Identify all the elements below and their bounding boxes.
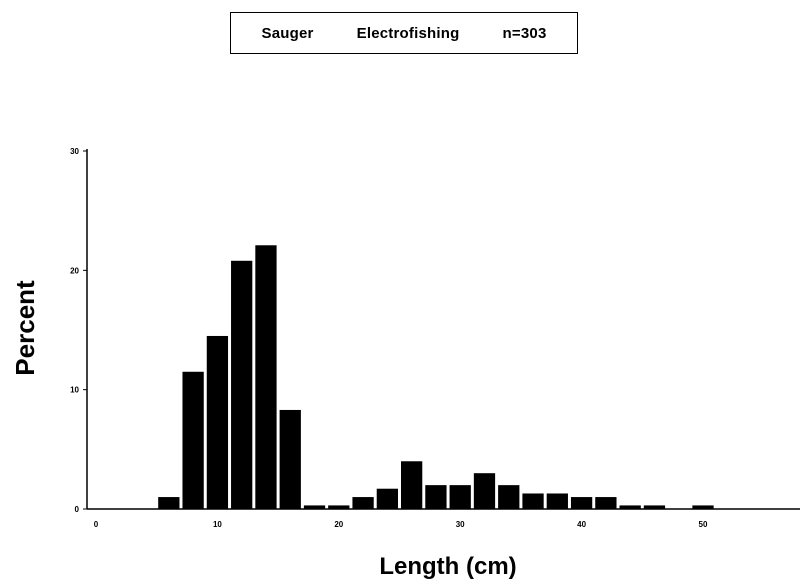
histogram-bar — [570, 497, 593, 509]
histogram-bar — [303, 505, 326, 509]
x-tick-label: 50 — [699, 520, 708, 529]
x-axis-label: Length (cm) — [379, 553, 516, 580]
x-tick-label: 40 — [577, 520, 586, 529]
histogram-bar — [206, 335, 229, 509]
histogram-bar — [643, 505, 666, 509]
x-tick-label: 0 — [94, 520, 99, 529]
y-tick-label: 20 — [70, 266, 79, 275]
histogram-bar — [352, 497, 374, 509]
histogram-bar — [498, 485, 520, 509]
histogram-bar — [546, 493, 568, 509]
histogram-bar — [595, 497, 617, 509]
y-tick-label: 30 — [70, 147, 79, 156]
y-axis-label: Percent — [10, 280, 40, 376]
x-tick-label: 30 — [456, 520, 465, 529]
histogram-bar — [158, 497, 180, 509]
histogram-bar — [255, 245, 277, 510]
histogram-bar — [692, 505, 714, 509]
x-tick-label: 20 — [334, 520, 343, 529]
histogram-bar — [401, 461, 423, 509]
histogram-bar — [376, 488, 398, 509]
y-ticks-group: 0 10 20 30 — [70, 147, 87, 514]
y-tick-label: 0 — [75, 505, 80, 514]
histogram-bar — [182, 371, 204, 509]
x-tick-label: 10 — [213, 520, 222, 529]
x-ticks-group: 0 10 20 30 40 50 — [94, 520, 708, 529]
histogram-bar — [473, 473, 496, 509]
histogram-bar — [328, 505, 350, 509]
histogram-bar — [449, 485, 471, 509]
histogram-bar — [231, 260, 253, 509]
histogram-bar — [619, 505, 641, 509]
histogram-bar — [522, 493, 544, 509]
histogram-bar — [425, 485, 447, 509]
bars-group — [158, 245, 714, 510]
histogram-bar — [279, 409, 301, 509]
chart-title: Sauger Electrofishing n=303 — [230, 12, 578, 54]
y-tick-label: 10 — [70, 386, 79, 395]
